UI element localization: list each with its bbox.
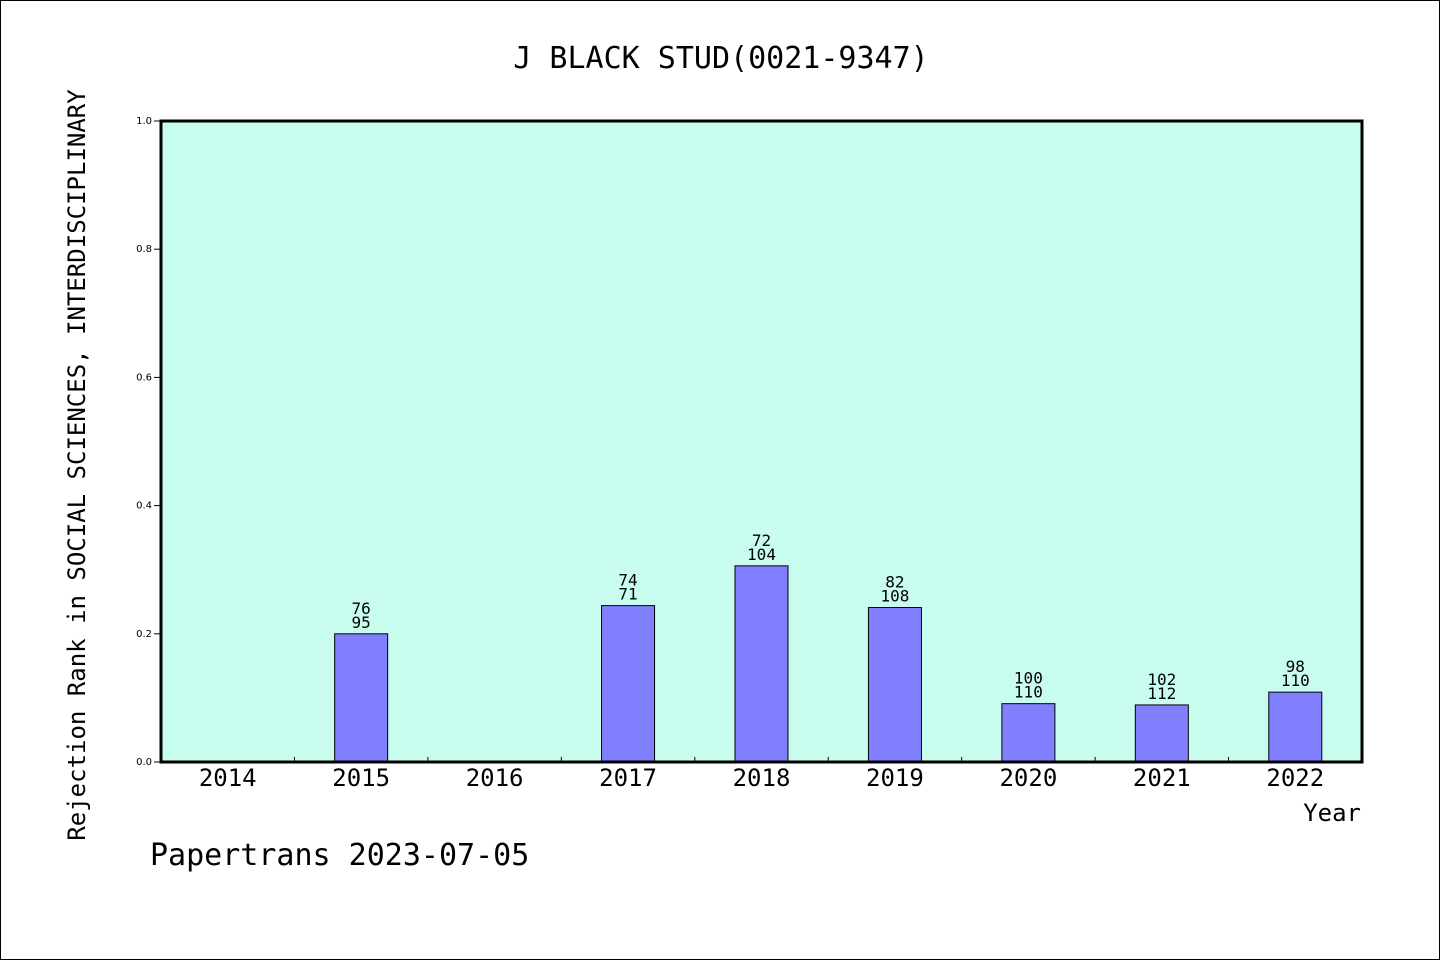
bars-layer [334,565,1323,763]
bar-label-bottom-2022: 110 [1281,671,1310,690]
bar-label-bottom-2015: 95 [352,613,371,632]
plot-frame [159,119,1364,764]
bar-2021 [1134,704,1189,763]
x-tick-label-2014: 2014 [199,764,257,792]
bar-2018 [734,565,789,763]
bar-2015 [334,633,389,763]
x-axis-title: Year [1303,799,1361,827]
y-tick-label: 0.0 [136,757,152,768]
y-tick-label: 0.8 [136,244,152,255]
bar-label-bottom-2021: 112 [1147,684,1176,703]
y-axis: 0.0 0.2 0.4 0.6 0.8 1.0 [136,116,161,768]
x-tick-label-2017: 2017 [599,764,657,792]
x-tick-label-2015: 2015 [332,764,390,792]
y-tick-label: 1.0 [136,116,152,127]
bar-label-bottom-2020: 110 [1014,683,1043,702]
bar-label-top-2021: 102 [1147,670,1176,689]
x-tick-label-2020: 2020 [999,764,1057,792]
x-tick-label-2018: 2018 [733,764,791,792]
x-tick-label-2019: 2019 [866,764,924,792]
bar-2019 [867,607,922,763]
bar-label-top-2017: 74 [618,571,637,590]
y-tick-label: 0.2 [136,629,152,640]
chart-title: J BLACK STUD(0021-9347) [513,41,928,76]
bar-2017 [601,605,656,763]
x-axis: 2014 2015 2016 2017 2018 2019 2020 2021 2022 [199,757,1324,792]
x-tick-label-2021: 2021 [1133,764,1191,792]
bar-label-bottom-2017: 71 [618,585,637,604]
bar-label-top-2022: 98 [1286,657,1305,676]
x-tick-label-2022: 2022 [1266,764,1324,792]
bar-label-top-2020: 100 [1014,669,1043,688]
bar-2022 [1268,691,1323,763]
bar-2020 [1001,703,1056,763]
bar-label-bottom-2019: 108 [880,587,909,606]
y-tick-label: 0.6 [136,372,152,383]
bar-label-top-2019: 82 [885,573,904,592]
bar-label-bottom-2018: 104 [747,545,776,564]
y-tick-label: 0.4 [136,501,152,512]
bar-label-top-2015: 76 [352,599,371,618]
footer-credit: Papertrans 2023-07-05 [150,838,529,873]
bar-label-top-2018: 72 [752,531,771,550]
x-tick-label-2016: 2016 [466,764,524,792]
y-axis-title: Rejection Rank in SOCIAL SCIENCES, INTER… [63,89,91,841]
